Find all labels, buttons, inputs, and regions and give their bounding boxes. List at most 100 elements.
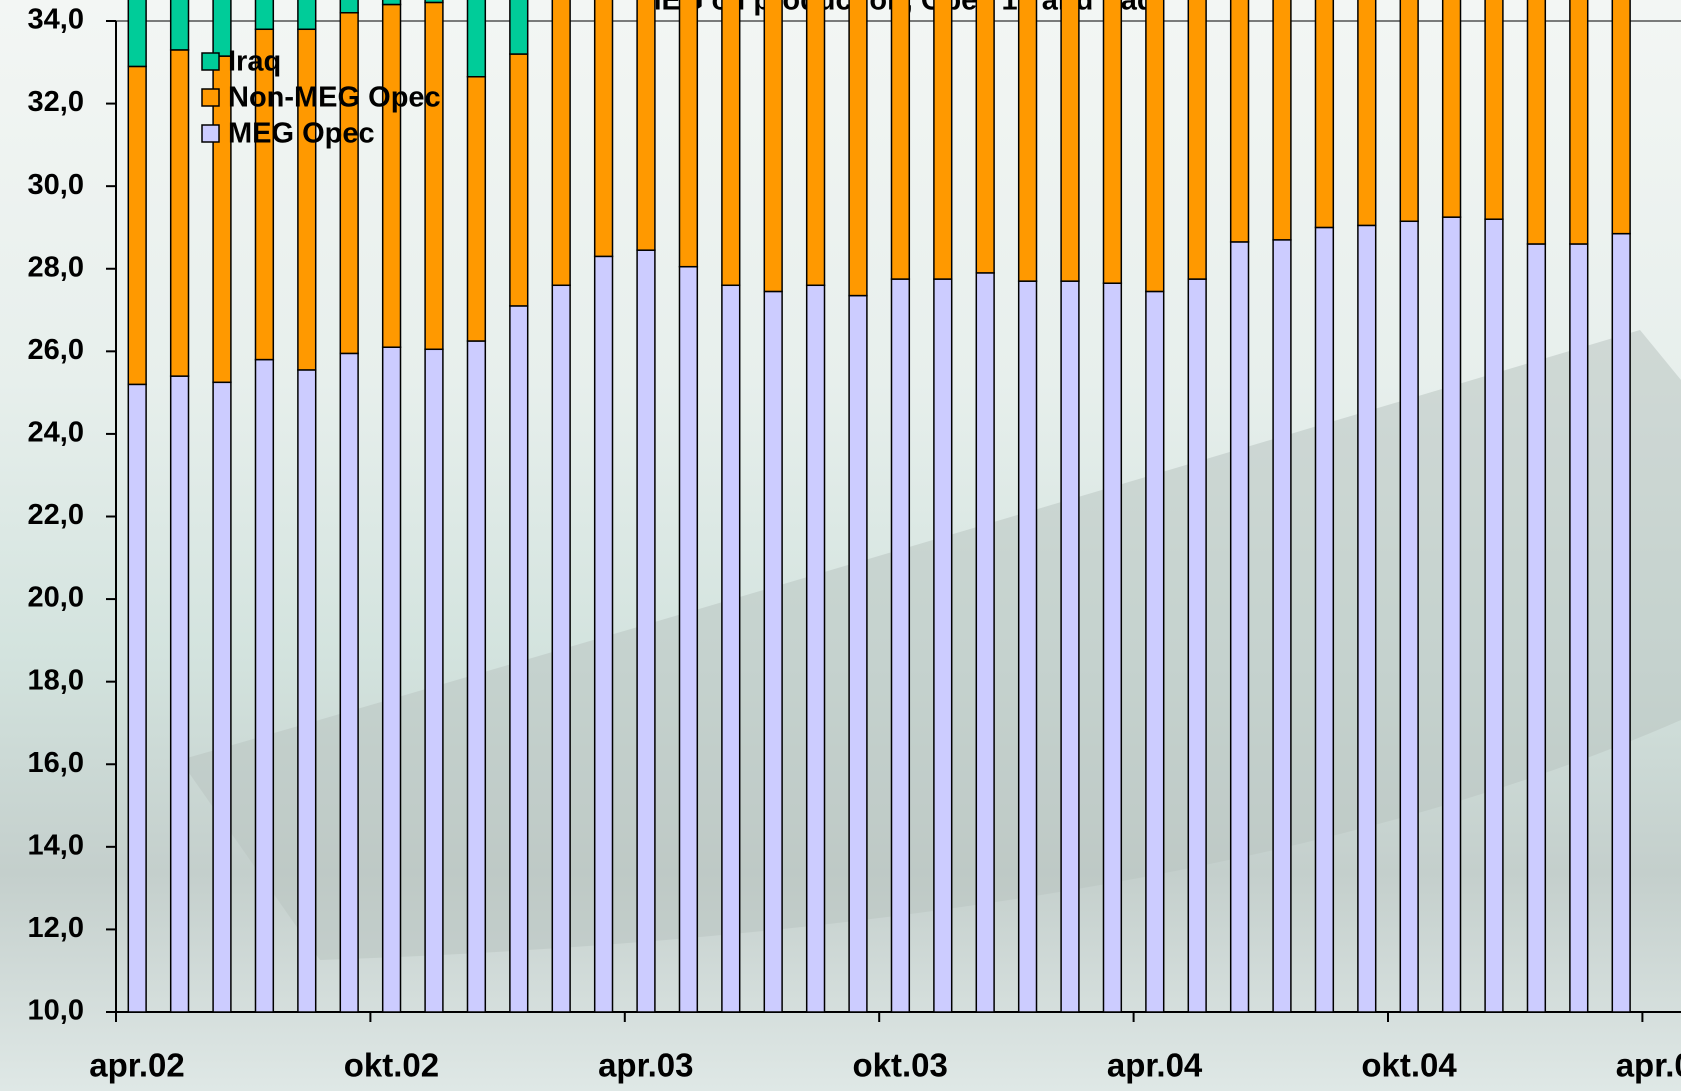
bar-segment — [1273, 0, 1291, 240]
bar-segment — [383, 347, 401, 1012]
bar-segment — [976, 273, 994, 1012]
bar-segment — [1358, 225, 1376, 1012]
bar-segment — [1273, 240, 1291, 1012]
bar-segment — [383, 0, 401, 4]
bar-segment — [679, 267, 697, 1012]
bar-segment — [171, 50, 189, 376]
bar-segment — [1400, 0, 1418, 221]
y-tick-label: 20,0 — [28, 582, 84, 614]
bar-segment — [425, 349, 443, 1012]
bar-segment — [1570, 244, 1588, 1012]
bar-segment — [1527, 0, 1545, 244]
bar-segment — [1527, 244, 1545, 1012]
bar-segment — [934, 0, 952, 279]
bar-segment — [595, 256, 613, 1012]
y-tick-label: 12,0 — [28, 912, 84, 944]
bar-segment — [1188, 0, 1206, 279]
bar-segment — [171, 376, 189, 1012]
bar-segment — [171, 0, 189, 50]
bar-segment — [425, 2, 443, 349]
x-tick-label: okt.04 — [1361, 1047, 1457, 1084]
bar-segment — [891, 0, 909, 279]
bar-segment — [467, 0, 485, 77]
bar-segment — [298, 0, 316, 29]
bar-segment — [1612, 0, 1630, 234]
legend-label: Non-MEG Opec — [228, 82, 441, 114]
bar-segment — [807, 285, 825, 1012]
bar-segment — [213, 382, 231, 1012]
y-tick-label: 28,0 — [28, 251, 84, 283]
bar-segment — [1146, 291, 1164, 1012]
bar-segment — [1019, 281, 1037, 1012]
y-tick-label: 22,0 — [28, 499, 84, 531]
y-tick-label: 32,0 — [28, 86, 84, 118]
bar-segment — [1103, 283, 1121, 1012]
bar-segment — [1358, 0, 1376, 225]
y-tick-label: 10,0 — [28, 995, 84, 1027]
bar-segment — [849, 296, 867, 1012]
bar-segment — [1061, 281, 1079, 1012]
bar-segment — [1400, 221, 1418, 1012]
y-tick-label: 30,0 — [28, 169, 84, 201]
bar-segment — [425, 0, 443, 2]
bar-segment — [1019, 0, 1037, 281]
bar-segment — [934, 279, 952, 1012]
bar-segment — [1443, 0, 1461, 217]
bar-segment — [1485, 0, 1503, 219]
bar-segment — [1485, 219, 1503, 1012]
bar-segment — [1315, 227, 1333, 1012]
bar-segment — [255, 360, 273, 1012]
legend-swatch — [202, 125, 219, 142]
bar-segment — [552, 0, 570, 285]
bar-segment — [764, 291, 782, 1012]
bar-segment — [128, 0, 146, 66]
x-tick-label: apr.02 — [89, 1047, 184, 1084]
bar-segment — [128, 384, 146, 1012]
bar-segment — [1231, 242, 1249, 1012]
bar-segment — [807, 0, 825, 285]
legend-label: Iraq — [228, 46, 281, 78]
legend-label: MEG Opec — [228, 118, 375, 150]
x-tick-label: apr.05 — [1616, 1047, 1681, 1084]
legend-swatch — [202, 89, 219, 106]
bar-segment — [467, 341, 485, 1012]
bar-segment — [637, 250, 655, 1012]
bar-segment — [1188, 279, 1206, 1012]
bar-segment — [510, 54, 528, 306]
bar-segment — [1443, 217, 1461, 1012]
bar-segment — [1146, 0, 1164, 291]
bar-segment — [1061, 0, 1079, 281]
bar-segment — [340, 13, 358, 354]
bar-segment — [340, 353, 358, 1012]
bar-segment — [467, 77, 485, 341]
bar-segment — [383, 4, 401, 347]
x-tick-label: okt.02 — [344, 1047, 439, 1084]
x-tick-label: apr.03 — [598, 1047, 693, 1084]
y-tick-label: 14,0 — [28, 829, 84, 861]
x-tick-label: apr.04 — [1107, 1047, 1203, 1084]
bar-segment — [340, 0, 358, 13]
legend-swatch — [202, 53, 219, 70]
y-tick-label: 16,0 — [28, 747, 84, 779]
bar-segment — [891, 279, 909, 1012]
y-tick-label: 18,0 — [28, 664, 84, 696]
bar-segment — [722, 0, 740, 285]
bar-segment — [976, 0, 994, 273]
bar-segment — [298, 29, 316, 370]
bar-segment — [255, 0, 273, 29]
bar-segment — [510, 0, 528, 54]
y-tick-label: 34,0 — [28, 4, 84, 36]
bar-segment — [595, 0, 613, 256]
x-tick-label: okt.03 — [853, 1047, 948, 1084]
y-tick-label: 26,0 — [28, 334, 84, 366]
bar-segment — [637, 0, 655, 250]
bar-segment — [1103, 0, 1121, 283]
bar-segment — [255, 29, 273, 359]
bar-segment — [849, 0, 867, 296]
bar-segment — [510, 306, 528, 1012]
y-tick-label: 24,0 — [28, 417, 84, 449]
bar-segment — [679, 0, 697, 267]
bar-segment — [128, 66, 146, 384]
bar-segment — [552, 285, 570, 1012]
bar-segment — [1231, 0, 1249, 242]
